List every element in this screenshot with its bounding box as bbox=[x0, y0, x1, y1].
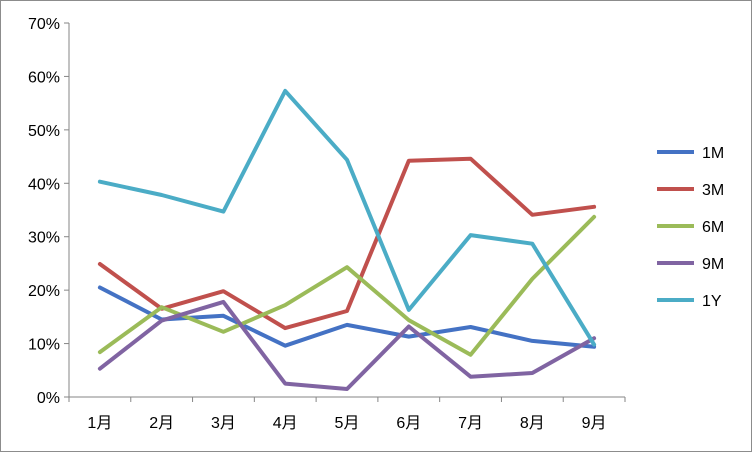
legend-label-1m: 1M bbox=[702, 145, 724, 162]
x-tick-label: 2月 bbox=[149, 415, 174, 432]
x-tick-label: 5月 bbox=[335, 415, 360, 432]
series-line-9m bbox=[97, 299, 597, 391]
y-tick-label: 30% bbox=[28, 230, 60, 247]
y-tick-label: 20% bbox=[28, 283, 60, 300]
legend-label-9m: 9M bbox=[702, 256, 724, 273]
x-tick-label: 8月 bbox=[520, 415, 545, 432]
legend: 1M 3M 6M 9M 1Y bbox=[657, 145, 724, 310]
y-tick-label: 70% bbox=[28, 16, 60, 33]
legend-label-1y: 1Y bbox=[702, 293, 722, 310]
legend-label-6m: 6M bbox=[702, 219, 724, 236]
y-tick-label: 0% bbox=[37, 390, 60, 407]
y-tick-label: 40% bbox=[28, 176, 60, 193]
axes: 0% 10% 20% 30% 40% 50% 60% 70% 1月 2月 3月 4月 5月 6月 7月 8月 9… bbox=[28, 16, 626, 432]
x-tick-label: 1月 bbox=[87, 415, 112, 432]
series-lines bbox=[97, 88, 597, 391]
series-line-6m bbox=[97, 214, 597, 357]
x-tick-label: 9月 bbox=[582, 415, 607, 432]
x-tick-label: 4月 bbox=[273, 415, 298, 432]
series-line-1y bbox=[97, 88, 597, 347]
legend-label-3m: 3M bbox=[702, 182, 724, 199]
series-line-1m bbox=[97, 285, 597, 349]
x-tick-label: 7月 bbox=[458, 415, 483, 432]
series-line-3m bbox=[97, 156, 597, 331]
y-tick-label: 60% bbox=[28, 69, 60, 86]
x-tick-label: 6月 bbox=[396, 415, 421, 432]
y-tick-label: 50% bbox=[28, 123, 60, 140]
y-tick-label: 10% bbox=[28, 337, 60, 354]
x-tick-label: 3月 bbox=[211, 415, 236, 432]
